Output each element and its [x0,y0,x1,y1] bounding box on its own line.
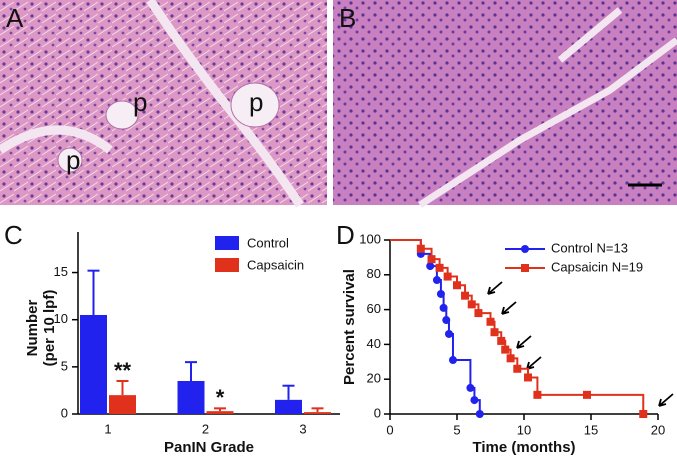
legend-swatch [215,236,239,250]
bar [80,314,107,414]
marker [432,276,441,285]
legend-label: Control [247,235,289,250]
survival-curve [390,239,481,414]
marker [470,396,479,405]
y-tick-label: 20 [367,371,381,386]
arrows [487,281,674,407]
panel-label: C [4,220,23,250]
legend-label: Capsaicin [247,257,304,272]
marker [427,255,436,264]
x-tick-label: 2 [202,421,209,436]
x-axis-label: Time (months) [472,439,575,456]
x-tick-label: 20 [651,422,665,437]
marker [501,345,510,354]
y-tick-label: 10 [54,311,68,326]
marker [533,390,542,399]
marker [474,309,483,318]
marker [475,410,484,418]
bar [177,380,205,414]
marker [639,410,648,418]
x-tick-label: 1 [104,421,111,436]
marker [490,328,499,337]
x-tick-label: 0 [386,422,393,437]
bar [304,412,331,414]
lesion [230,82,280,128]
marker [467,300,476,309]
marker [416,244,425,253]
y-tick-label: 0 [61,405,68,420]
x-axis-label: PanIN Grade [164,439,254,456]
bar [275,399,302,414]
x-tick-label: 3 [299,421,306,436]
legend-marker [521,245,529,253]
marker [426,262,435,271]
panel-label: D [336,220,355,250]
y-axis-label: Number [24,300,41,357]
panel-label: A [6,3,24,33]
y-tick-label: 0 [374,405,381,420]
marker [448,356,457,365]
annotation: ** [114,358,132,383]
legend-label: Capsaicin N=19 [551,259,643,274]
marker [506,354,515,363]
lesion [105,100,139,130]
marker [513,364,522,373]
y-axis-label: (per 10 lpf) [41,290,58,367]
marker [486,317,495,326]
legend-label: Control N=13 [551,240,628,255]
marker [435,263,444,272]
y-tick-label: 40 [367,336,381,351]
marker [524,373,533,382]
stroma [0,0,304,208]
marker [442,316,451,325]
panel-label: B [339,3,356,33]
panel-a: A p p p [0,0,327,208]
annotation: p [133,87,147,117]
x-tick-label: 5 [453,422,460,437]
y-axis-label: Percent survival [341,269,358,385]
marker [444,329,453,338]
annotation: p [66,145,80,175]
x-tick-label: 10 [517,422,531,437]
marker [582,390,591,399]
marker [466,383,475,392]
marker [436,289,445,298]
panel-b: B [333,0,677,208]
bar [109,395,136,414]
bar [206,411,234,414]
marker [439,303,448,312]
y-tick-label: 5 [61,358,68,373]
lesion [57,147,83,173]
histology-image [333,0,677,205]
y-tick-label: 100 [359,231,381,246]
x-tick-label: 15 [584,422,598,437]
legend-swatch [215,258,239,272]
stroma [418,7,677,208]
y-tick-label: 15 [54,264,68,279]
y-tick-label: 60 [367,301,381,316]
annotation: p [249,87,263,117]
annotation: * [216,385,225,410]
y-tick-label: 80 [367,266,381,281]
legend-marker [521,264,529,272]
marker [497,336,506,345]
marker [461,291,470,300]
marker [443,272,452,281]
marker [453,281,461,290]
